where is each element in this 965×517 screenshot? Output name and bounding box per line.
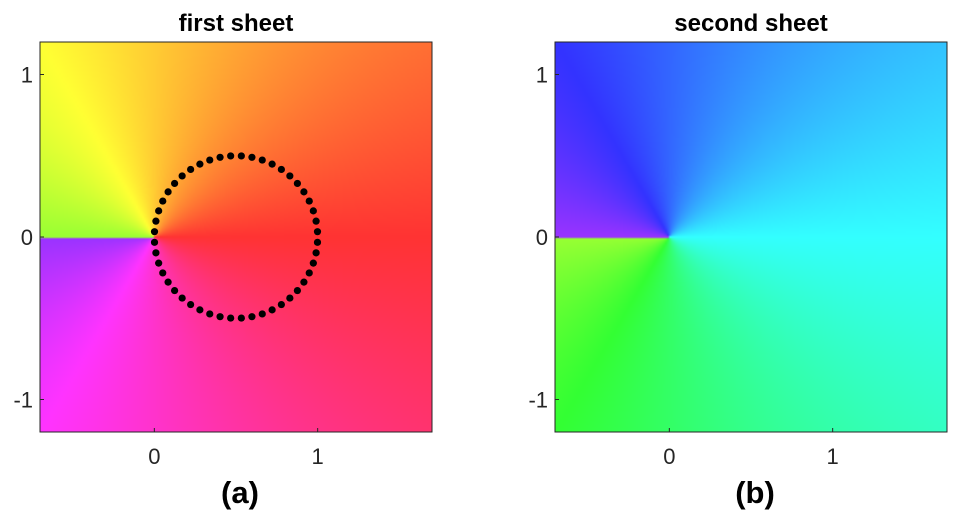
scatter-point <box>309 259 317 267</box>
scatter-point <box>312 217 320 225</box>
scatter-point <box>237 314 245 322</box>
phase-heatmap-a <box>40 42 432 432</box>
scatter-point <box>309 207 317 215</box>
scatter-point <box>286 172 294 180</box>
scatter-point <box>300 278 308 286</box>
y-tick-label: 0 <box>536 225 548 250</box>
scatter-point <box>152 217 160 225</box>
scatter-point <box>258 310 266 318</box>
scatter-point <box>150 238 159 246</box>
scatter-point <box>286 294 294 302</box>
scatter-point <box>187 300 195 309</box>
scatter-point <box>277 300 285 309</box>
title-a: first sheet <box>179 10 294 37</box>
scatter-point <box>293 179 302 188</box>
panel-label-a: (a) <box>221 475 259 510</box>
scatter-point <box>313 228 322 236</box>
scatter-point <box>268 306 276 314</box>
title-b: second sheet <box>674 10 827 37</box>
scatter-point <box>300 188 308 196</box>
scatter-point <box>164 278 172 286</box>
scatter-point <box>196 306 204 314</box>
x-tick-label: 1 <box>312 444 324 469</box>
scatter-point <box>248 153 256 161</box>
scatter-point <box>216 313 224 321</box>
scatter-point <box>159 197 167 205</box>
circle-scatter-a <box>150 152 322 322</box>
scatter-point <box>268 160 276 168</box>
scatter-point <box>216 153 224 161</box>
scatter-point <box>237 152 245 160</box>
scatter-point <box>152 249 160 257</box>
scatter-point <box>206 310 214 318</box>
scatter-point <box>178 172 186 180</box>
x-tick-label: 0 <box>148 444 160 469</box>
ticks-b: 0 1 -1 0 1 <box>528 63 838 470</box>
scatter-point <box>305 269 313 277</box>
scatter-point <box>159 269 167 277</box>
ticks-a: 0 1 -1 0 1 <box>13 63 323 470</box>
x-tick-label: 1 <box>827 444 839 469</box>
scatter-point <box>178 294 186 302</box>
scatter-point <box>305 197 313 205</box>
phase-heatmap-b <box>555 42 947 432</box>
panel-a: 0 1 -1 0 1 first sheet (a) <box>13 10 433 510</box>
scatter-point <box>248 313 256 321</box>
y-tick-label: 0 <box>21 225 33 250</box>
scatter-point <box>164 188 172 196</box>
scatter-point <box>227 152 235 160</box>
scatter-point <box>187 165 195 174</box>
scatter-point <box>206 156 214 164</box>
scatter-point <box>227 314 235 322</box>
scatter-point <box>312 249 320 257</box>
y-tick-label: 1 <box>536 63 548 88</box>
panel-b: 0 1 -1 0 1 second sheet (b) <box>528 10 948 510</box>
scatter-point <box>196 160 204 168</box>
y-tick-label: -1 <box>528 388 548 413</box>
y-tick-label: -1 <box>13 388 33 413</box>
scatter-point <box>150 228 159 236</box>
scatter-point <box>277 165 285 174</box>
scatter-point <box>293 286 302 295</box>
scatter-point <box>313 238 322 246</box>
scatter-point <box>170 286 179 295</box>
scatter-point <box>258 156 266 164</box>
panel-label-b: (b) <box>735 475 775 510</box>
x-tick-label: 0 <box>663 444 675 469</box>
scatter-point <box>170 179 179 188</box>
y-tick-label: 1 <box>21 63 33 88</box>
scatter-point <box>155 259 163 267</box>
scatter-point <box>155 207 163 215</box>
